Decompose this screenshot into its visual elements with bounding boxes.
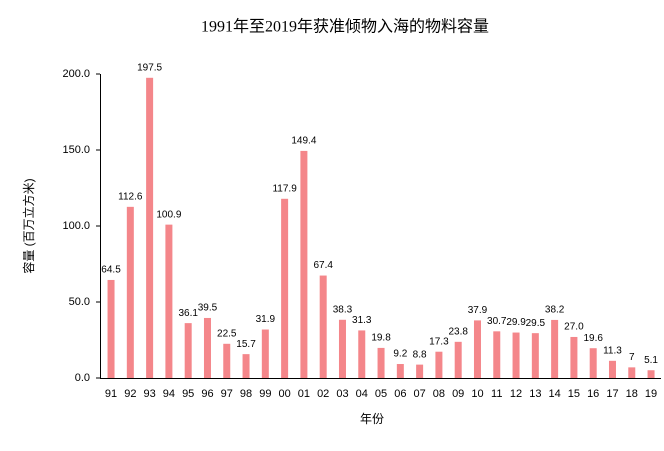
value-label: 100.9 [156, 209, 181, 220]
x-tick-label: 93 [143, 388, 155, 400]
chart-title: 1991年至2019年获准倾物入海的物料容量 [201, 18, 489, 36]
x-tick-label: 11 [491, 388, 502, 400]
value-label: 7 [629, 352, 635, 363]
x-tick-label: 12 [510, 388, 522, 400]
bar [338, 319, 346, 378]
bar [242, 354, 250, 378]
x-tick-label: 03 [336, 388, 348, 400]
value-label: 19.6 [583, 333, 603, 344]
bar [223, 343, 231, 378]
y-tick-label: 0.0 [75, 372, 90, 384]
x-tick-label: 13 [529, 388, 541, 400]
x-tick-label: 02 [317, 388, 329, 400]
bar [261, 329, 269, 378]
bar [512, 332, 520, 378]
x-tick-label: 16 [587, 388, 599, 400]
bar [589, 348, 597, 378]
y-tick-label: 100.0 [62, 220, 90, 232]
bar [473, 320, 481, 378]
value-label: 36.1 [178, 308, 198, 319]
bar [435, 351, 443, 378]
bar [184, 323, 192, 378]
bar [300, 150, 308, 378]
bar [377, 347, 385, 378]
value-label: 64.5 [101, 265, 121, 276]
bar [570, 336, 578, 378]
value-label: 5.1 [644, 355, 658, 366]
bar [146, 77, 154, 379]
value-label: 23.8 [448, 326, 468, 337]
x-tick-label: 17 [606, 388, 618, 400]
bar [319, 275, 327, 378]
value-label: 30.7 [487, 316, 507, 327]
bar [416, 364, 424, 378]
bar [281, 198, 289, 378]
x-tick-label: 95 [182, 388, 194, 400]
x-tick-label: 19 [645, 388, 657, 400]
bar [396, 364, 404, 378]
x-tick-label: 92 [124, 388, 136, 400]
value-label: 19.8 [371, 333, 391, 344]
value-label: 67.4 [313, 260, 333, 271]
bar [126, 206, 134, 378]
x-tick-label: 01 [298, 388, 310, 400]
value-label: 197.5 [137, 62, 162, 73]
x-tick-label: 18 [626, 388, 638, 400]
x-tick-label: 06 [394, 388, 406, 400]
x-tick-label: 96 [201, 388, 213, 400]
x-tick-label: 04 [356, 388, 368, 400]
x-tick-label: 00 [278, 388, 290, 400]
bar [551, 319, 559, 378]
x-tick-label: 10 [471, 388, 483, 400]
value-label: 112.6 [118, 191, 143, 202]
x-tick-label: 94 [163, 388, 175, 400]
y-tick-label: 150.0 [62, 144, 90, 156]
x-tick-label: 91 [105, 388, 117, 400]
x-axis-label: 年份 [360, 412, 384, 426]
x-tick-label: 07 [413, 388, 425, 400]
value-label: 22.5 [217, 328, 237, 339]
bar [531, 333, 539, 378]
value-label: 39.5 [198, 303, 218, 314]
x-tick-label: 09 [452, 388, 464, 400]
bar [203, 317, 211, 378]
value-label: 31.9 [256, 314, 276, 325]
value-label: 11.3 [603, 345, 622, 356]
value-label: 27.0 [564, 322, 584, 333]
value-label: 29.9 [506, 317, 526, 328]
value-label: 29.5 [526, 318, 546, 329]
x-tick-label: 97 [221, 388, 233, 400]
y-tick-label: 200.0 [62, 68, 90, 80]
x-tick-label: 08 [433, 388, 445, 400]
x-tick-label: 14 [549, 388, 561, 400]
bar [454, 341, 462, 378]
bar [647, 370, 655, 378]
y-tick-label: 50.0 [69, 296, 90, 308]
x-tick-label: 98 [240, 388, 252, 400]
x-tick-label: 15 [568, 388, 580, 400]
bar [358, 330, 366, 378]
x-tick-label: 99 [259, 388, 271, 400]
value-label: 17.3 [429, 336, 449, 347]
bar [165, 224, 173, 378]
value-label: 15.7 [236, 339, 256, 350]
value-label: 37.9 [468, 305, 488, 316]
value-label: 8.8 [413, 349, 427, 360]
x-tick-label: 05 [375, 388, 387, 400]
value-label: 31.3 [352, 315, 372, 326]
value-label: 149.4 [291, 136, 316, 147]
value-label: 38.2 [545, 305, 565, 316]
bar [608, 360, 616, 378]
y-axis-label: 容量 (百万立方米) [21, 178, 36, 273]
bar [107, 279, 115, 378]
bar [493, 331, 501, 378]
value-label: 117.9 [272, 183, 297, 194]
value-label: 9.2 [393, 349, 407, 360]
value-label: 38.3 [333, 304, 353, 315]
bar [628, 367, 636, 378]
